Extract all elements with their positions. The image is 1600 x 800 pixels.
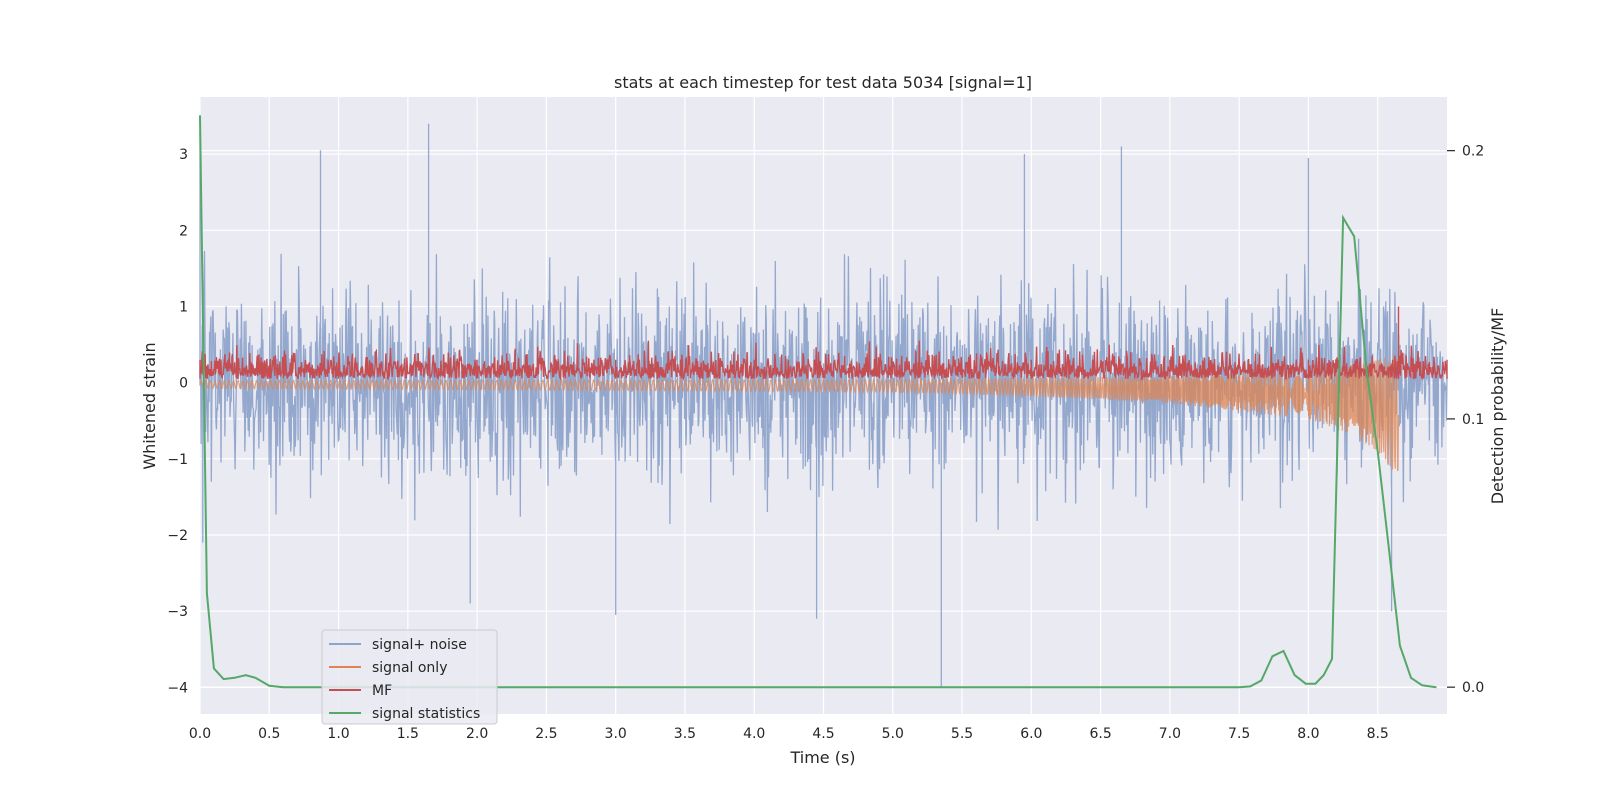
y-tick-label: −2 <box>167 528 188 544</box>
y-axis-left: 3 2 1 0 −1 −2 −3 −4 <box>167 147 188 696</box>
legend-box <box>321 629 498 725</box>
x-tick-label: 0.5 <box>258 726 280 742</box>
signal-statistics-point <box>1421 684 1423 687</box>
signal-statistics-point <box>254 677 257 679</box>
x-tick-label: 5.0 <box>882 726 904 742</box>
signal-statistics-point <box>1388 546 1390 549</box>
y-axis-label-left: Whitened strain <box>140 342 159 469</box>
signal-statistics-point <box>1399 644 1401 647</box>
y-axis-right: 0.2 0.1 0.0 <box>1447 144 1484 696</box>
x-axis-label: Time (s) <box>789 748 855 767</box>
signal-statistics-point <box>213 667 215 670</box>
chart-title: stats at each timestep for test data 503… <box>614 73 1032 92</box>
signal-statistics-point <box>1282 650 1285 652</box>
signal-statistics-point <box>1435 686 1437 688</box>
series-mf <box>199 306 1448 382</box>
x-tick-label: 6.5 <box>1089 726 1111 742</box>
signal-statistics-point <box>1322 674 1325 676</box>
plot-content <box>199 115 1448 689</box>
legend-label-mf: MF <box>372 683 392 699</box>
y-axis-label-right: Detection probability/MF <box>1488 308 1507 505</box>
signal-statistics-point <box>244 674 247 676</box>
x-tick-label: 6.0 <box>1020 726 1042 742</box>
x-tick-label: 3.5 <box>674 726 696 742</box>
y-tick-label: 0 <box>179 376 188 392</box>
legend: signal+ noise signal only MF signal stat… <box>321 629 498 725</box>
x-tick-label: 2.0 <box>466 726 488 742</box>
series-signal-noise <box>199 123 1448 688</box>
signal-statistics-point <box>1304 682 1307 685</box>
signal-statistics-point <box>1314 682 1317 685</box>
legend-label-signal-noise: signal+ noise <box>372 637 467 653</box>
signal-statistics-point <box>1410 677 1412 679</box>
x-tick-label: 7.5 <box>1228 726 1250 742</box>
y-right-tick-label: 0.0 <box>1462 680 1484 696</box>
y-tick-label: −1 <box>167 452 188 468</box>
y-right-tick-label: 0.2 <box>1462 144 1484 160</box>
signal-statistics-point <box>1353 235 1355 238</box>
signal-statistics-point <box>1271 655 1274 658</box>
signal-statistics-point <box>282 686 284 688</box>
x-tick-label: 8.5 <box>1367 726 1389 742</box>
x-tick-label: 4.5 <box>812 726 834 742</box>
y-right-tick-label: 0.1 <box>1462 412 1484 428</box>
signal-statistics-point <box>233 677 236 679</box>
signal-statistics-point <box>222 678 225 680</box>
signal-statistics-point <box>1376 450 1379 452</box>
x-tick-label: 1.0 <box>327 726 349 742</box>
x-tick-label: 3.0 <box>605 726 627 742</box>
signal-statistics-point <box>1293 674 1296 676</box>
signal-statistics-point <box>1260 679 1263 682</box>
signal-statistics-point <box>1331 658 1333 660</box>
x-tick-label: 0.0 <box>189 726 211 742</box>
x-tick-label: 7.0 <box>1159 726 1181 742</box>
signal-statistics-point <box>1342 216 1344 219</box>
signal-statistics-point <box>1238 686 1240 688</box>
x-tick-label: 5.5 <box>951 726 973 742</box>
series-signal-statistics <box>199 115 1437 689</box>
y-tick-label: 2 <box>179 223 188 239</box>
legend-label-signal-statistics: signal statistics <box>372 706 480 722</box>
signal-statistics-point <box>1249 685 1252 688</box>
x-axis: 0.0 0.5 1.0 1.5 2.0 2.5 3.0 3.5 4.0 4.5 5.0 5.5 6.0 6… <box>189 726 1389 742</box>
x-tick-label: 2.5 <box>535 726 557 742</box>
signal-statistics-point <box>206 592 208 595</box>
legend-label-signal-only: signal only <box>372 660 447 676</box>
y-tick-label: −3 <box>167 604 188 620</box>
y-tick-label: 1 <box>179 299 188 315</box>
x-tick-label: 8.0 <box>1297 726 1319 742</box>
series-signal-only <box>199 354 1400 472</box>
y-tick-label: 3 <box>179 147 188 163</box>
signal-statistics-point <box>1365 369 1368 372</box>
signal-statistics-point <box>268 685 271 687</box>
signal-statistics-point <box>199 115 201 117</box>
x-tick-label: 1.5 <box>397 726 419 742</box>
y-tick-label: −4 <box>167 680 188 696</box>
x-tick-label: 4.0 <box>743 726 765 742</box>
